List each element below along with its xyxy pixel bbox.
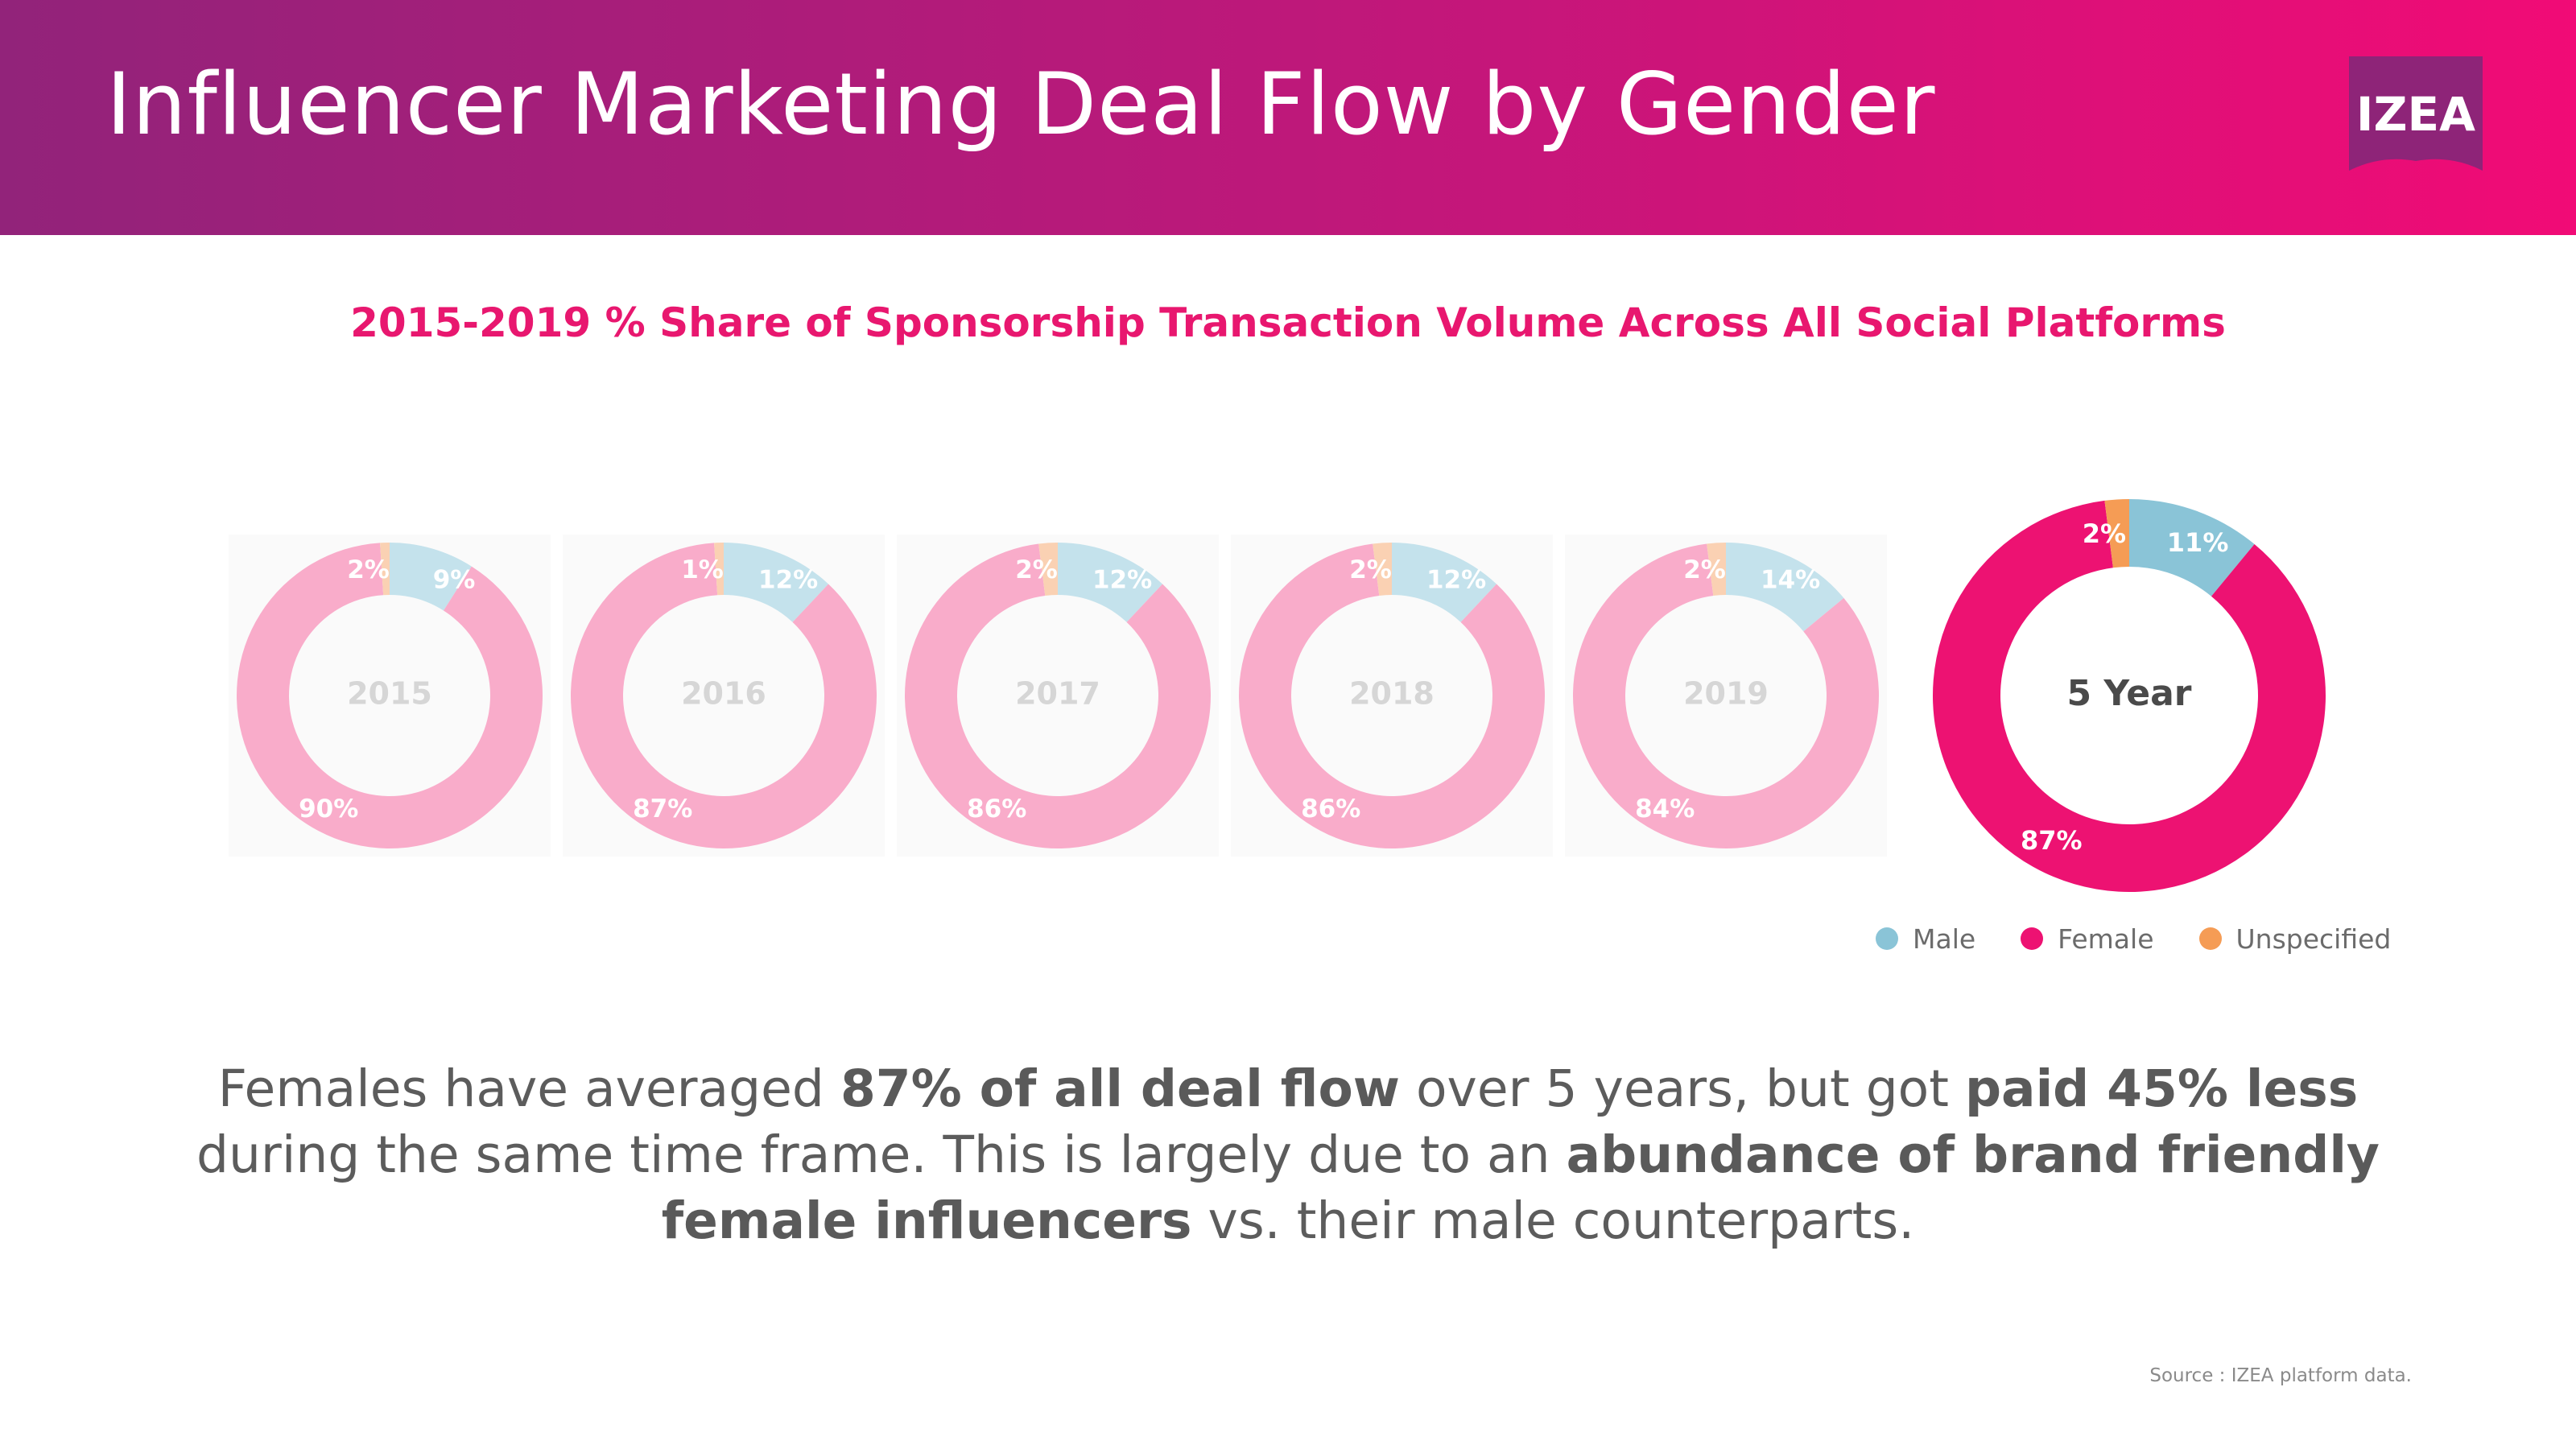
slice-unspecified: [1038, 543, 1058, 596]
logo-text: IZEA: [2356, 87, 2475, 142]
label-unspecified: 1%: [681, 555, 724, 584]
label-unspecified: 2%: [1015, 555, 1058, 584]
donut-2015: 9% 90% 2% 2015: [229, 535, 551, 857]
donut-2019: 14% 84% 2% 2019: [1565, 535, 1887, 857]
label-male: 12%: [1092, 566, 1152, 595]
slice-unspecified: [2104, 499, 2129, 568]
slice-unspecified: [380, 543, 390, 596]
slice-female: [1932, 500, 2326, 892]
insight-caption: Females have averaged 87% of all deal fl…: [161, 1056, 2415, 1254]
legend-item-male: Male: [1876, 923, 1975, 955]
label-male: 12%: [1426, 566, 1486, 595]
slice-unspecified: [1707, 543, 1726, 596]
label-female: 87%: [2021, 825, 2083, 856]
label-unspecified: 2%: [1683, 555, 1726, 584]
slice-female: [571, 543, 877, 849]
caption-bold-3: abundance of brand friendly female influ…: [661, 1125, 2380, 1250]
legend-label-male: Male: [1913, 923, 1976, 955]
label-female: 87%: [633, 795, 692, 824]
label-female: 86%: [1301, 795, 1360, 824]
label-unspecified: 2%: [2083, 518, 2126, 549]
header-banner: Influencer Marketing Deal Flow by Gender…: [0, 0, 2576, 235]
legend-label-female: Female: [2058, 923, 2154, 955]
label-male: 12%: [758, 566, 818, 595]
donut-center-label: 2018: [1349, 676, 1435, 712]
label-female: 84%: [1635, 795, 1695, 824]
label-male: 14%: [1761, 566, 1820, 595]
legend-swatch-female: [2021, 927, 2044, 950]
slice-female: [237, 543, 543, 849]
legend-item-unspecified: Unspecified: [2198, 923, 2392, 955]
label-unspecified: 2%: [347, 555, 390, 584]
donut-2017: 12% 86% 2% 2017: [897, 535, 1219, 857]
chart-legend: Male Female Unspecified: [1876, 923, 2436, 955]
slice-male: [1392, 543, 1497, 622]
slice-female: [1239, 543, 1545, 849]
donut-center-label: 2015: [347, 676, 432, 712]
slice-unspecified: [714, 543, 724, 596]
label-male: 9%: [433, 566, 476, 595]
label-female: 90%: [299, 795, 358, 824]
caption-bold-1: 87% of all deal flow: [840, 1059, 1400, 1118]
caption-bold-2: paid 45% less: [1964, 1059, 2359, 1118]
donut-5-year: 11% 87% 2% 5 Year: [1932, 499, 2326, 892]
caption-text-1: Females have averaged: [217, 1059, 840, 1118]
donut-center-label: 2019: [1683, 676, 1769, 712]
legend-swatch-unspecified: [2198, 927, 2222, 950]
slice-male: [724, 543, 829, 622]
slice-unspecified: [1373, 543, 1392, 596]
page-title: Influencer Marketing Deal Flow by Gender: [106, 55, 1936, 154]
legend-label-unspecified: Unspecified: [2235, 923, 2392, 955]
donut-2016: 12% 87% 1% 2016: [563, 535, 885, 857]
donut-center-label: 2016: [681, 676, 766, 712]
legend-swatch-male: [1876, 927, 1898, 950]
donut-center-label: 5 Year: [2067, 673, 2192, 714]
slice-female: [905, 543, 1211, 848]
caption-text-4: vs. their male counterparts.: [1191, 1191, 1915, 1250]
slice-male: [1726, 543, 1844, 632]
legend-item-female: Female: [2021, 923, 2154, 955]
caption-text-2: over 5 years, but got: [1399, 1059, 1965, 1118]
slice-female: [1573, 543, 1879, 848]
slice-male: [2129, 499, 2255, 597]
chart-subtitle: 2015-2019 % Share of Sponsorship Transac…: [350, 299, 2226, 346]
label-male: 11%: [2167, 527, 2229, 558]
caption-text-3: during the same time frame. This is larg…: [196, 1125, 1567, 1184]
donut-center-label: 2017: [1015, 676, 1100, 712]
izea-logo: IZEA: [2349, 56, 2483, 171]
slice-male: [1058, 543, 1163, 622]
label-female: 86%: [967, 795, 1026, 824]
label-unspecified: 2%: [1349, 555, 1392, 584]
donut-2018: 12% 86% 2% 2018: [1231, 535, 1553, 857]
slice-male: [390, 543, 472, 611]
source-note: Source : IZEA platform data.: [2149, 1365, 2412, 1386]
